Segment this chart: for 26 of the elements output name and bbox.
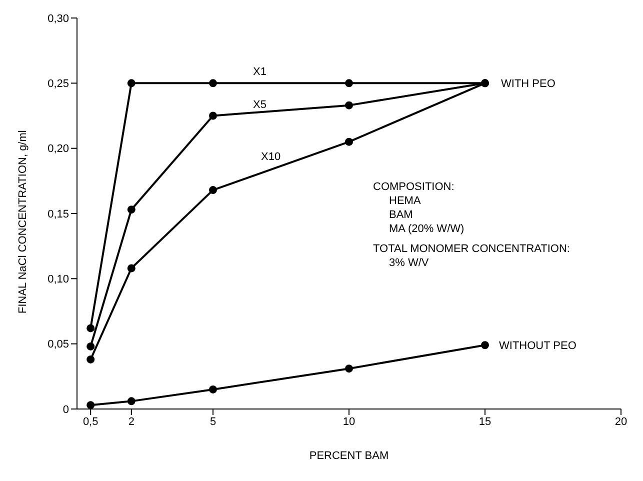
annotation: MA (20% W/W) <box>388 222 466 236</box>
x-tick-label: 0,5 <box>82 416 98 428</box>
x-tick-label: 2 <box>128 416 134 428</box>
annotation: TOTAL MONOMER CONCENTRATION: <box>373 242 570 256</box>
series-label: WITHOUT PEO <box>499 340 577 352</box>
annotation: WITH PEO <box>501 78 556 90</box>
x-tick-label: 15 <box>478 416 492 428</box>
y-tick-label: 0,10 <box>48 274 69 286</box>
y-tick-label: 0,30 <box>48 12 69 25</box>
y-tick-label: 0,20 <box>48 143 69 156</box>
annotation: HEMA <box>388 194 422 208</box>
x-tick-label: 20 <box>614 416 628 428</box>
y-tick-label: 0,05 <box>48 338 69 351</box>
series-label: X5 <box>253 98 266 111</box>
x-tick-label: 5 <box>210 416 216 428</box>
annotation: COMPOSITION: <box>373 180 456 194</box>
annotation: 3% W/V <box>388 256 430 270</box>
x-tick-label: 10 <box>342 416 356 428</box>
y-tick-label: 0,25 <box>48 78 69 90</box>
y-tick-label: 0,15 <box>48 208 69 220</box>
annotation: BAM <box>388 208 414 222</box>
y-axis-title: FINAL NaCl CONCENTRATION, g/ml <box>16 130 29 314</box>
x-axis-title: PERCENT BAM <box>309 450 389 462</box>
y-tick-label: 0 <box>62 404 69 416</box>
series-label: X1 <box>253 66 266 78</box>
series-label: X10 <box>261 151 281 164</box>
